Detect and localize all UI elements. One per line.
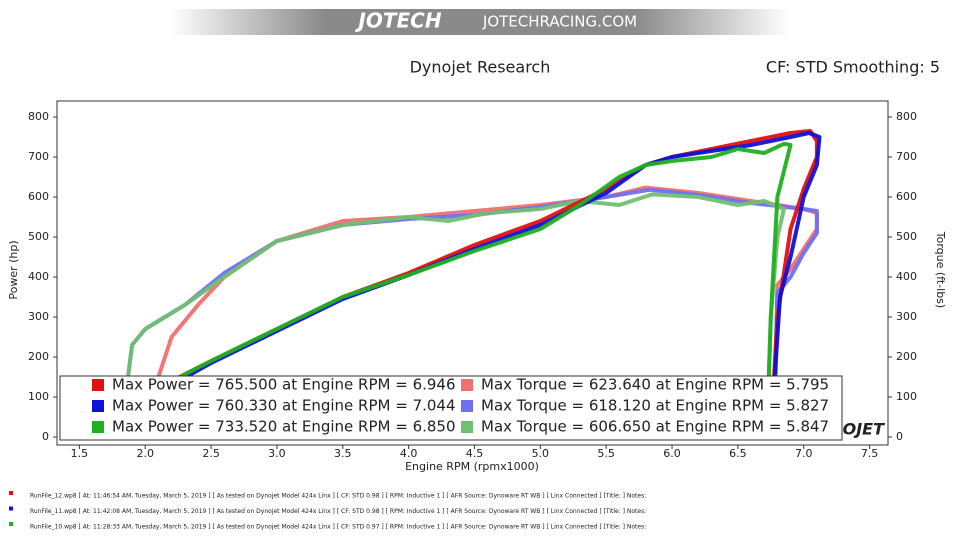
x-tick-label: 7.0: [795, 447, 813, 460]
x-tick-label: 3.0: [268, 447, 286, 460]
legend-swatch: [461, 421, 473, 433]
legend-label: Max Power = 733.520 at Engine RPM = 6.85…: [112, 418, 456, 436]
legend-swatch: [92, 400, 104, 412]
legend-swatch: [461, 400, 473, 412]
legend-entries: Max Power = 765.500 at Engine RPM = 6.94…: [92, 376, 829, 436]
y-tick-label: 400: [28, 270, 49, 283]
y-axis-label: Power (hp): [7, 240, 20, 299]
y2-tick-label: 200: [896, 350, 917, 363]
legend-label: Max Torque = 623.640 at Engine RPM = 5.7…: [481, 376, 829, 394]
run-note: RunFile_10.wp8 [ At: 11:28:33 AM, Tuesda…: [30, 524, 646, 531]
chart-title: Dynojet Research: [410, 58, 551, 77]
y-tick-label: 0: [42, 430, 49, 443]
legend-swatch: [92, 421, 104, 433]
x-axis-label: Engine RPM (rpmx1000): [405, 460, 539, 473]
x-tick-label: 2.0: [136, 447, 154, 460]
y-tick-label: 600: [28, 190, 49, 203]
x-tick-label: 4.5: [466, 447, 484, 460]
y2-tick-label: 500: [896, 230, 917, 243]
logo: JOTECH: [354, 9, 441, 33]
y2-tick-label: 600: [896, 190, 917, 203]
run-note: RunFile_11.wp8 [ At: 11:42:08 AM, Tuesda…: [30, 508, 646, 515]
legend-swatch: [92, 379, 104, 391]
x-tick-label: 6.5: [729, 447, 747, 460]
x-tick-label: 6.0: [663, 447, 681, 460]
footer: RunFile_12.wp8 [ At: 11:46:54 AM, Tuesda…: [9, 491, 646, 531]
y2-tick-label: 100: [896, 390, 917, 403]
header-band: [170, 9, 790, 35]
y-tick-label: 500: [28, 230, 49, 243]
y2-tick-label: 300: [896, 310, 917, 323]
y2-axis-label: Torque (ft-lbs): [934, 231, 947, 308]
run-swatch: [9, 491, 13, 495]
x-tick-label: 5.0: [532, 447, 550, 460]
y2-tick-label: 700: [896, 150, 917, 163]
y2-tick-label: 800: [896, 110, 917, 123]
x-tick-label: 2.5: [202, 447, 220, 460]
x-tick-label: 7.5: [861, 447, 879, 460]
y-tick-label: 200: [28, 350, 49, 363]
legend-label: Max Power = 765.500 at Engine RPM = 6.94…: [112, 376, 456, 394]
y-tick-label: 300: [28, 310, 49, 323]
x-tick-label: 4.0: [400, 447, 418, 460]
y2-tick-label: 0: [896, 430, 903, 443]
legend-label: Max Torque = 618.120 at Engine RPM = 5.8…: [481, 397, 829, 415]
legend: [59, 375, 843, 441]
y-tick-label: 700: [28, 150, 49, 163]
run-swatch: [9, 506, 13, 511]
y-tick-label: 100: [28, 390, 49, 403]
x-tick-label: 3.5: [334, 447, 352, 460]
site: JOTECHRACING.COM: [482, 13, 637, 31]
chart-subtitle: CF: STD Smoothing: 5: [766, 58, 940, 77]
watermark: OJET: [843, 420, 885, 439]
x-tick-label: 5.5: [597, 447, 615, 460]
y-tick-label: 800: [28, 110, 49, 123]
legend-label: Max Torque = 606.650 at Engine RPM = 5.8…: [481, 418, 829, 436]
run-note: RunFile_12.wp8 [ At: 11:46:54 AM, Tuesda…: [30, 493, 646, 500]
series-line: [170, 141, 793, 438]
run-swatch: [9, 522, 13, 526]
x-tick-label: 1.5: [71, 447, 89, 460]
lines: [123, 129, 822, 438]
y2-tick-label: 400: [896, 270, 917, 283]
legend-label: Max Power = 760.330 at Engine RPM = 7.04…: [112, 397, 456, 415]
legend-swatch: [461, 379, 473, 391]
